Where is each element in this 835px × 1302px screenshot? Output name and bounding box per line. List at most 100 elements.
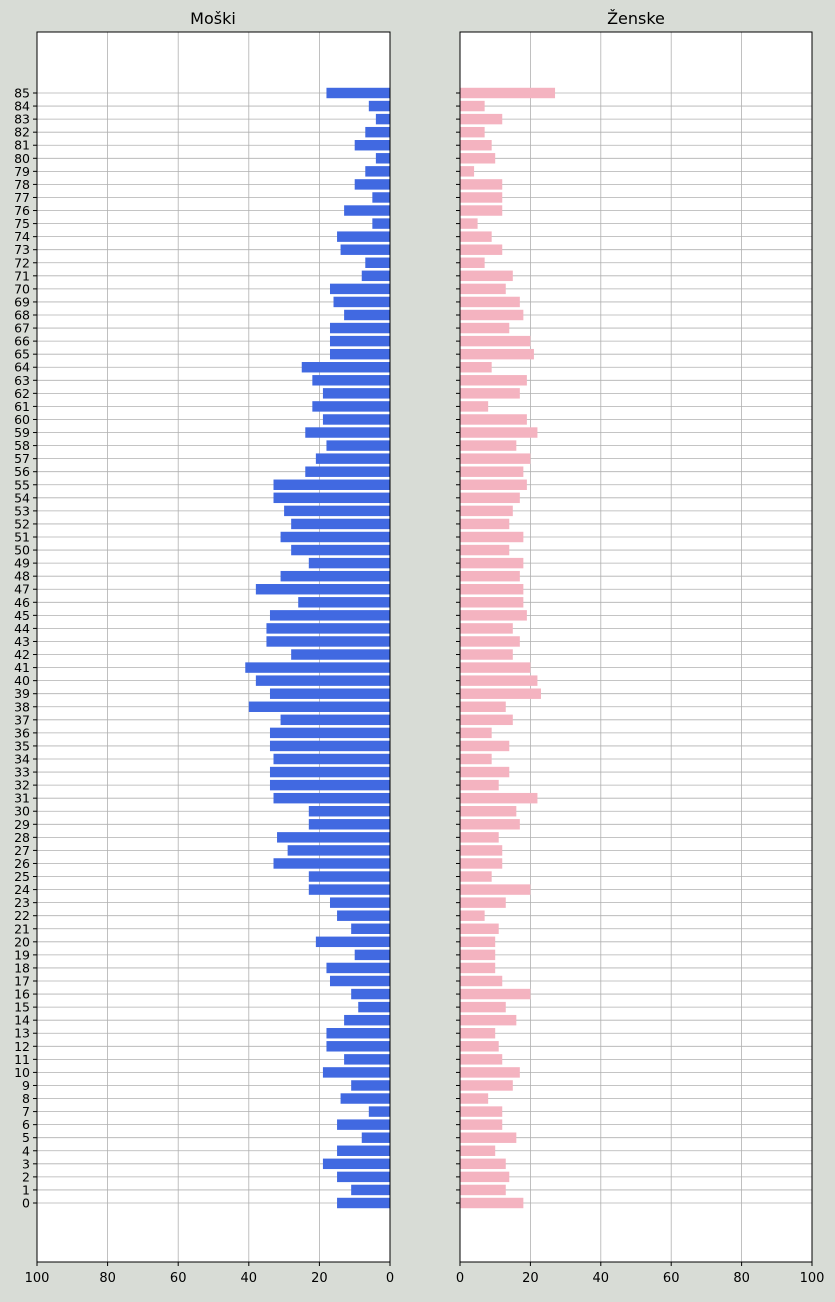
male-bar [326,440,390,451]
female-bar [460,531,524,543]
male-bar [337,231,390,242]
female-bar [460,649,513,660]
x-tick-label: 80 [733,1271,750,1286]
y-tick-label: 69 [14,294,30,309]
female-bar [460,113,503,125]
y-tick-label: 1 [22,1182,30,1197]
female-bar [460,1067,520,1078]
y-tick-label: 84 [14,99,30,114]
y-tick-label: 42 [14,647,30,662]
female-bar [460,1171,510,1183]
male-bar [284,505,390,517]
male-bar [337,1171,390,1183]
y-tick-label: 58 [14,438,30,453]
male-x-axis: 100 80 60 40 20 0 [25,1262,394,1286]
female-bar [460,701,506,712]
female-bar [460,100,485,112]
male-bar [269,727,390,739]
y-tick-label: 67 [14,321,30,336]
male-bar [269,740,390,752]
male-bar [269,779,390,791]
y-tick-label: 83 [14,112,30,127]
female-bar [460,401,489,412]
male-bar [280,714,390,726]
female-bar [460,492,520,504]
male-bar [315,936,390,948]
y-tick-label: 54 [14,490,30,505]
male-bar [333,296,390,308]
female-bar [460,192,503,203]
x-tick-label: 0 [386,1271,394,1286]
y-tick-label: 31 [14,791,30,806]
male-bar [375,113,390,125]
male-bar [287,845,390,856]
female-bar [460,140,492,151]
female-bar [460,1132,517,1143]
female-bar [460,610,527,621]
y-tick-label: 35 [14,738,30,753]
male-bar [308,884,390,895]
female-panel: Ženske 0 20 40 60 80 100 [456,9,825,1286]
male-bar [354,179,390,190]
male-bar [329,348,390,360]
y-tick-label: 70 [14,281,30,296]
y-tick-label: 60 [14,412,30,427]
y-tick-label: 81 [14,138,30,153]
y-tick-label: 64 [14,360,30,375]
female-bar [460,375,527,386]
x-tick-label: 100 [25,1271,50,1286]
y-tick-label: 80 [14,151,30,166]
female-bar [460,414,527,425]
y-tick-label: 75 [14,216,30,231]
female-bar [460,988,531,1000]
y-tick-label: 2 [22,1169,30,1184]
female-bar [460,87,556,99]
female-bar [460,636,520,647]
male-bar [301,362,390,373]
y-tick-label: 62 [14,386,30,401]
male-bar [277,832,390,843]
male-bar [365,257,390,268]
male-bar [273,479,390,490]
y-tick-label: 43 [14,634,30,649]
male-bar [308,806,390,817]
male-bar [298,597,390,608]
y-tick-label: 15 [14,1000,30,1015]
male-bar [273,492,390,504]
y-tick-label: 5 [22,1130,30,1145]
male-bar [368,100,390,112]
y-tick-label: 21 [14,921,30,936]
male-bar [329,283,390,295]
y-tick-label: 3 [22,1156,30,1171]
female-bar [460,231,492,242]
male-bar [329,897,390,908]
male-bar [315,453,390,464]
y-tick-label: 85 [14,86,30,101]
female-bar [460,218,478,229]
male-bar [337,1119,390,1130]
female-bar [460,466,524,477]
male-bar [358,1001,390,1013]
female-bar [460,388,520,399]
female-bar [460,453,531,464]
y-tick-label: 74 [14,229,30,244]
female-bar [460,244,503,255]
male-bar [305,466,390,477]
female-bar [460,923,499,934]
male-bar [368,1106,390,1117]
y-tick-label: 37 [14,712,30,727]
male-bar [344,1054,390,1065]
female-bar [460,623,513,634]
female-bar [460,936,496,948]
female-bar [460,179,503,190]
female-bar [460,584,524,595]
y-tick-label: 39 [14,686,30,701]
female-bar [460,949,496,961]
y-tick-label: 10 [14,1065,30,1080]
male-bar [329,322,390,334]
male-bar [280,531,390,543]
y-tick-label: 12 [14,1039,30,1054]
y-tick-label: 65 [14,347,30,362]
female-bar [460,1093,489,1104]
y-tick-label: 48 [14,569,30,584]
